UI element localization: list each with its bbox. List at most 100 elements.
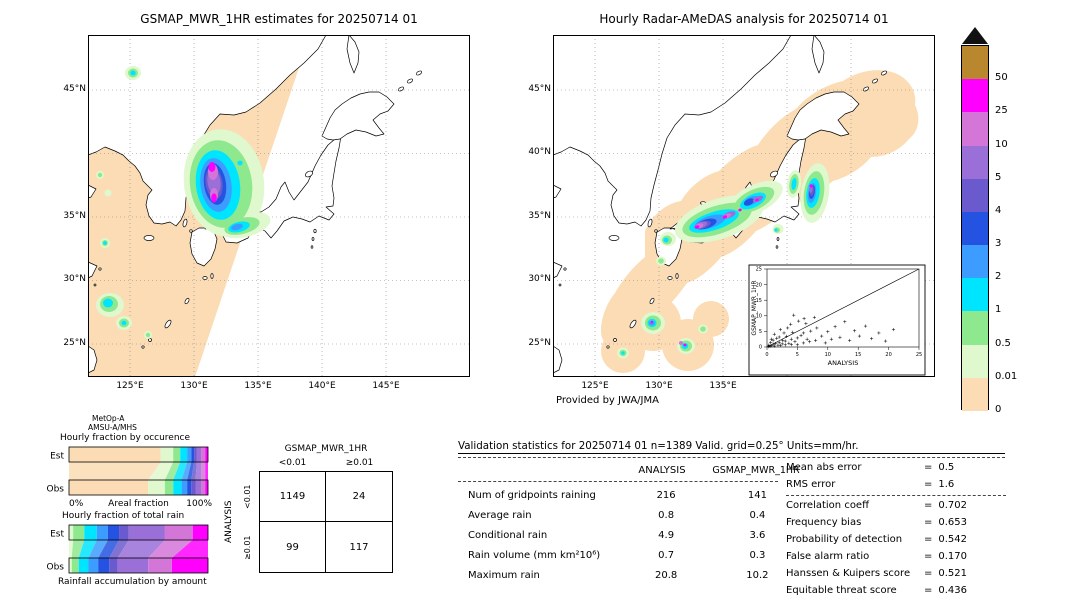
colorbar-tick-label: 2 — [995, 271, 1002, 283]
score-value: 0.436 — [938, 585, 968, 596]
stat-value-gsmap: 0.3 — [749, 550, 766, 561]
inset-ylabel: GSMAP_MWR_1HR — [751, 280, 758, 335]
stat-label: Maximum rain — [468, 570, 540, 581]
equals-sign: = — [924, 500, 933, 511]
colorbar-tick-label: 4 — [995, 204, 1002, 216]
equals-sign: = — [924, 462, 933, 473]
stat-value-analysis: 4.9 — [658, 530, 675, 541]
precipitation-layer — [96, 66, 271, 339]
stat-value-gsmap: 3.6 — [749, 530, 766, 541]
lon-tick-label: 135°E — [244, 381, 272, 391]
score-line: Correlation coeff = 0.702 — [786, 497, 1006, 514]
bar-row-label: Est — [50, 452, 64, 462]
score-value: 0.702 — [938, 500, 968, 511]
right-map-title: Hourly Radar-AMeDAS analysis for 2025071… — [599, 12, 889, 26]
areal-fraction-zero-label: 0% — [69, 499, 84, 509]
areal-fraction-hundred-label: 100% — [186, 499, 212, 509]
score-label: Correlation coeff — [786, 500, 869, 511]
validation-stats-title: Validation statistics for 20250714 01 n=… — [458, 440, 859, 452]
stat-label: Rain volume (mm km²10⁶) — [468, 550, 601, 561]
stat-label: Num of gridpoints raining — [468, 490, 596, 501]
gsmap-map-svg — [88, 35, 470, 377]
colorbar-tick-label: 10 — [995, 138, 1008, 150]
colorbar-band — [962, 178, 988, 212]
svg-text:10: 10 — [756, 314, 762, 320]
colorbar-labels: 50 25 10 5 4 3 2 1 0.5 0.01 0 — [995, 45, 1035, 415]
score-line: Mean abs error = 0.5 — [786, 459, 1006, 476]
score-value: 0.542 — [938, 534, 968, 545]
contingency-cell: 24 — [326, 472, 392, 522]
score-line: Frequency bias = 0.653 — [786, 514, 1006, 531]
score-label: Probability of detection — [786, 534, 903, 545]
colorbar-tick-label: 25 — [995, 105, 1008, 117]
dashed-rule — [786, 495, 1006, 496]
contingency-axis-label: ANALYSIS — [224, 500, 234, 544]
contingency-title: GSMAP_MWR_1HR — [284, 444, 368, 454]
lon-tick-label: 130°E — [645, 381, 673, 391]
dashed-rule — [458, 481, 778, 482]
credit-label: Provided by JWA/JMA — [556, 395, 659, 406]
areal-fraction-axis-label: Areal fraction — [108, 499, 169, 509]
equals-sign: = — [924, 585, 933, 596]
score-value: 0.5 — [938, 462, 955, 473]
overflow-triangle-icon — [962, 27, 988, 44]
colorbar-tick-label: 3 — [995, 238, 1002, 250]
stat-value-analysis: 20.8 — [654, 570, 678, 581]
svg-text:25: 25 — [756, 267, 762, 273]
svg-text:20: 20 — [756, 282, 762, 288]
colorbar-band — [962, 311, 988, 345]
colorbar-band — [962, 245, 988, 279]
occurrence-fraction-bars: Est Obs — [47, 446, 209, 496]
rain-rate-colorbar — [961, 45, 989, 411]
equals-sign: = — [924, 568, 933, 579]
stats-col-header-gsmap: GSMAP_MWR_1HR — [712, 465, 800, 476]
contingency-grid: 1149 24 99 117 — [259, 471, 393, 573]
stat-value-gsmap: 141 — [747, 490, 767, 501]
lat-tick-label: 25°N — [63, 338, 86, 348]
score-label: False alarm ratio — [786, 551, 870, 562]
lat-tick-label: 40°N — [528, 147, 551, 157]
stat-value-gsmap: 10.2 — [746, 570, 769, 581]
colorbar-band — [962, 145, 988, 179]
colorbar-tick-label: 0.5 — [995, 337, 1011, 349]
score-label: Mean abs error — [786, 462, 862, 473]
total-rain-bars-title: Hourly fraction of total rain — [62, 511, 185, 521]
svg-text:15: 15 — [855, 352, 861, 358]
sensor-name-label: MetOp-A — [92, 414, 125, 423]
map-frame — [88, 35, 470, 377]
colorbar-tick-label: 1 — [995, 304, 1002, 316]
score-value: 0.653 — [938, 517, 968, 528]
svg-text:20: 20 — [885, 352, 891, 358]
lat-tick-label: 35°N — [528, 211, 551, 221]
radar-map-svg: 0 5 10 15 20 25 0 5 10 15 20 25 ANALYSIS GSMAP_MWR_… — [553, 35, 935, 377]
total-rain-fraction-bars: Est Obs — [47, 524, 209, 574]
contingency-col-header: <0.01 — [278, 458, 307, 468]
precipitation-layer — [617, 163, 830, 359]
bar-row-label: Obs — [47, 563, 65, 573]
contingency-cell: 117 — [349, 541, 369, 553]
equals-sign: = — [924, 534, 933, 545]
total-rain-bars-caption: Rainfall accumulation by amount — [58, 577, 207, 587]
score-label: Hanssen & Kuipers score — [786, 568, 911, 579]
inset-axes: 0 5 10 15 20 25 0 5 10 15 20 25 — [756, 267, 923, 358]
colorbar-tick-label: 0 — [995, 404, 1002, 415]
lon-tick-label: 135°E — [709, 381, 737, 391]
stats-row: Conditional rain 4.9 3.6 — [458, 526, 804, 546]
contingency-col-header: ≥0.01 — [345, 458, 374, 468]
lat-tick-label: 45°N — [528, 84, 551, 94]
score-label: Equitable threat score — [786, 585, 897, 596]
svg-text:10: 10 — [825, 352, 831, 358]
score-line: Hanssen & Kuipers score = 0.521 — [786, 565, 1006, 582]
scatter-points — [766, 313, 896, 349]
inset-xlabel: ANALYSIS — [828, 359, 859, 367]
stat-value-analysis: 0.7 — [658, 550, 675, 561]
lat-tick-label: 45°N — [63, 84, 86, 94]
validation-stats-table: Num of gridpoints raining 216 141 Averag… — [458, 486, 804, 586]
lon-tick-label: 140°E — [308, 381, 336, 391]
lat-tick-label: 25°N — [528, 338, 551, 348]
lon-tick-label: 130°E — [180, 381, 208, 391]
score-line: Equitable threat score = 0.436 — [786, 582, 1006, 599]
stats-row: Average rain 0.8 0.4 — [458, 506, 804, 526]
rule — [458, 453, 1005, 454]
occurrence-bars-title: Hourly fraction by occurence — [60, 433, 191, 443]
